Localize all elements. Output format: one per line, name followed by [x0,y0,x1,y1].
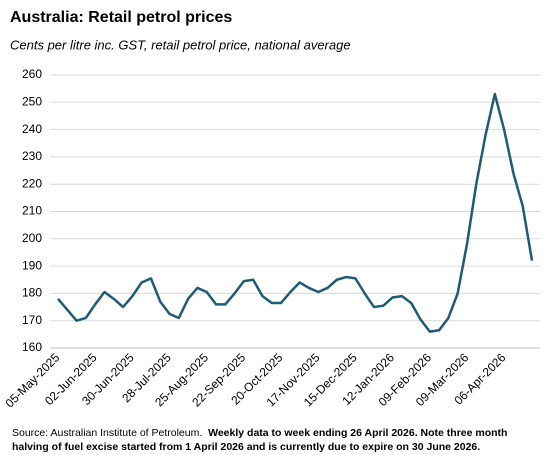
chart-title: Australia: Retail petrol prices [10,9,232,26]
chart-subtitle: Cents per litre inc. GST, retail petrol … [10,37,351,52]
chart: Australia: Retail petrol prices Cents pe… [2,9,540,410]
y-tick-label: 190 [22,258,42,272]
y-tick-label: 260 [22,67,42,81]
y-tick-label: 170 [22,313,42,327]
y-tick-label: 200 [22,231,42,245]
y-tick-label: 230 [22,149,42,163]
y-tick-label: 160 [22,340,42,354]
y-tick-label: 220 [22,176,42,190]
source: Source: Australian Institute of Petroleu… [12,427,203,439]
note: Weekly data to week ending 26 April 2026… [12,427,508,453]
footnote: Source: Australian Institute of Petroleu… [12,426,532,454]
y-tick-label: 210 [22,204,42,218]
y-tick-label: 250 [22,94,42,108]
y-tick-label: 240 [22,122,42,136]
price-line [57,92,534,333]
y-tick-label: 180 [22,286,42,300]
